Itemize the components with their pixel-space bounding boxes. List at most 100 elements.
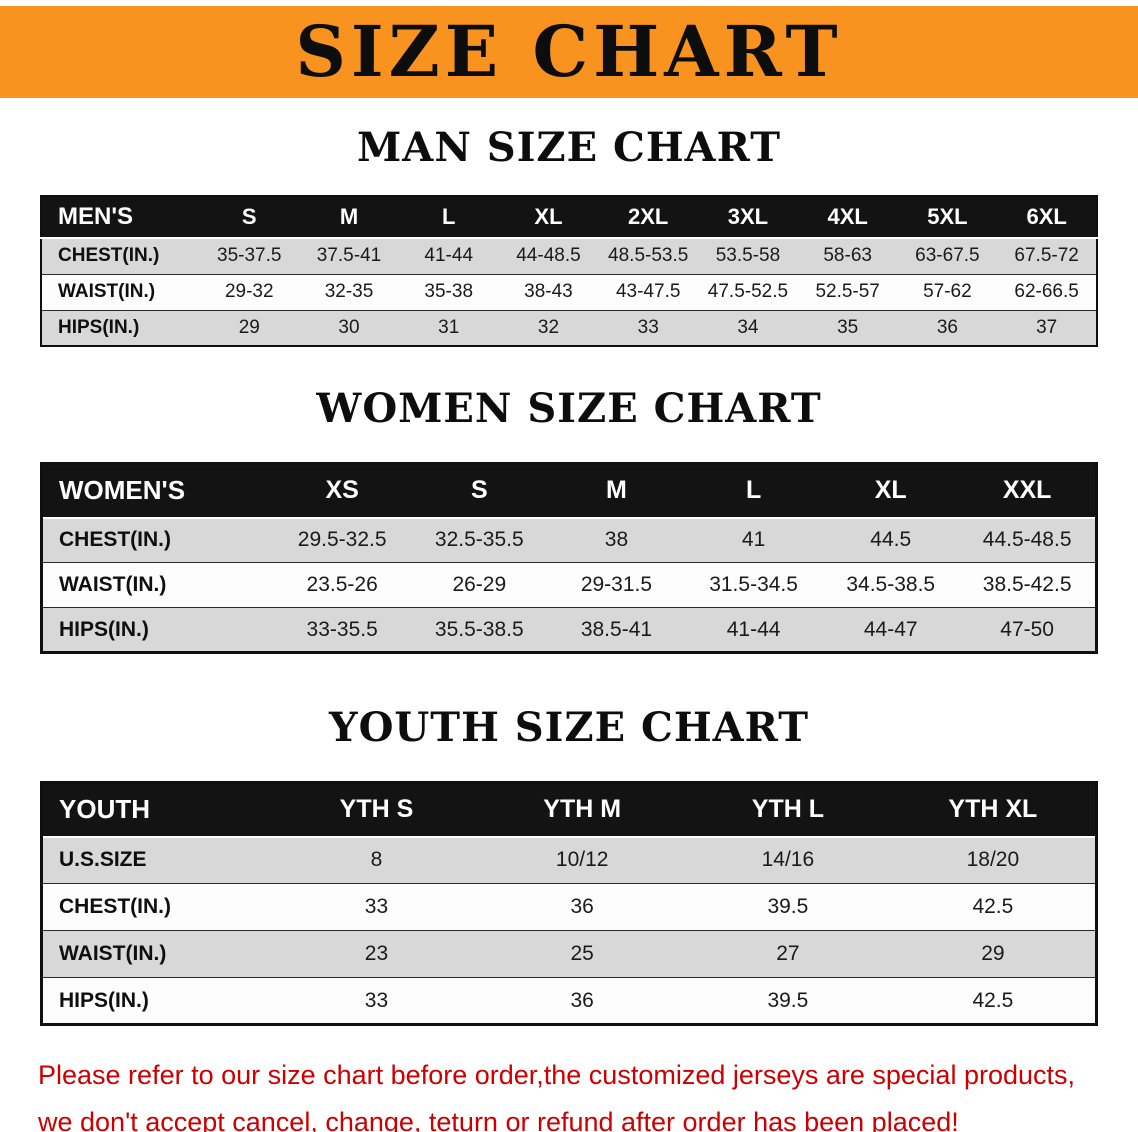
measurement-row-label: U.S.SIZE <box>41 836 274 884</box>
size-column-header: 3XL <box>698 196 798 239</box>
women-size-chart-heading: WOMEN SIZE CHART <box>316 385 822 432</box>
size-column-header: YTH M <box>479 782 686 838</box>
size-value-cell: 67.5-72 <box>997 237 1097 274</box>
youth-size-table: YOUTH YTH S YTH M YTH L YTH XL U.S.SIZE 8 10/12… <box>40 781 1098 1026</box>
size-value-cell: 33-35.5 <box>273 607 411 653</box>
size-value-cell: 29 <box>199 309 300 346</box>
size-value-cell: 10/12 <box>479 836 686 884</box>
measurement-row-label: HIPS(IN.) <box>41 977 274 1025</box>
size-value-cell: 52.5-57 <box>797 273 898 310</box>
man-size-chart-heading: MAN SIZE CHART <box>357 124 781 171</box>
measurement-row-label: WAIST(IN.) <box>41 273 200 310</box>
size-value-cell: 8 <box>273 836 480 884</box>
size-column-header: S <box>410 463 548 519</box>
table-corner-label: YOUTH <box>41 782 274 838</box>
size-column-header: S <box>199 196 300 239</box>
size-value-cell: 33 <box>273 883 480 931</box>
size-column-header: XL <box>498 196 599 239</box>
measurement-row-label: HIPS(IN.) <box>41 607 274 653</box>
men-size-section: MAN SIZE CHART MEN'S S M L XL 2XL 3XL 4XL 5XL 6XL… <box>0 124 1138 347</box>
size-value-cell: 31.5-34.5 <box>685 562 823 608</box>
size-value-cell: 48.5-53.5 <box>598 237 699 274</box>
size-value-cell: 44.5 <box>822 517 960 563</box>
size-column-header: 5XL <box>897 196 998 239</box>
size-value-cell: 35.5-38.5 <box>410 607 548 653</box>
measurement-row-label: CHEST(IN.) <box>41 237 200 274</box>
size-value-cell: 38 <box>547 517 686 563</box>
size-value-cell: 23.5-26 <box>273 562 411 608</box>
youth-size-chart-heading: YOUTH SIZE CHART <box>329 704 809 751</box>
table-corner-label: WOMEN'S <box>41 463 274 519</box>
size-header-row: WOMEN'S XS S M L XL XXL <box>41 463 1097 519</box>
size-value-cell: 47.5-52.5 <box>698 273 798 310</box>
size-value-cell: 33 <box>598 309 699 346</box>
size-value-cell: 14/16 <box>685 836 891 884</box>
size-value-cell: 38.5-41 <box>547 607 686 653</box>
size-value-cell: 42.5 <box>890 977 1097 1025</box>
size-value-cell: 34 <box>698 309 798 346</box>
size-value-cell: 38-43 <box>498 273 599 310</box>
size-value-cell: 38.5-42.5 <box>959 562 1097 608</box>
women-size-table: WOMEN'S XS S M L XL XXL CHEST(IN.) 29.5-32.5 32.5… <box>40 462 1098 654</box>
size-value-cell: 43-47.5 <box>598 273 699 310</box>
size-column-header: YTH XL <box>890 782 1097 838</box>
women-size-section: WOMEN SIZE CHART WOMEN'S XS S M L XL XXL CHEST(… <box>0 385 1138 654</box>
size-value-cell: 36 <box>479 883 686 931</box>
disclaimer-line-2: we don't accept cancel, change, teturn o… <box>38 1107 959 1132</box>
size-chart-banner: SIZE CHART <box>0 6 1138 98</box>
size-value-cell: 36 <box>897 309 998 346</box>
size-value-cell: 57-62 <box>897 273 998 310</box>
size-value-cell: 63-67.5 <box>897 237 998 274</box>
disclaimer: Please refer to our size chart before or… <box>0 1052 1138 1132</box>
size-column-header: XL <box>822 463 960 519</box>
size-value-cell: 29-32 <box>199 273 300 310</box>
size-value-cell: 35 <box>797 309 898 346</box>
size-value-cell: 31 <box>398 309 499 346</box>
size-value-cell: 44-48.5 <box>498 237 599 274</box>
size-column-header: YTH S <box>273 782 480 838</box>
measurement-row: WAIST(IN.) 23.5-26 26-29 29-31.5 31.5-34.5 34… <box>41 562 1097 608</box>
measurement-row-label: HIPS(IN.) <box>41 309 200 346</box>
size-value-cell: 29.5-32.5 <box>273 517 411 563</box>
size-value-cell: 27 <box>685 930 891 978</box>
size-value-cell: 23 <box>273 930 480 978</box>
size-column-header: M <box>547 463 686 519</box>
size-column-header: YTH L <box>685 782 891 838</box>
size-value-cell: 36 <box>479 977 686 1025</box>
measurement-row: HIPS(IN.) 33 36 39.5 42.5 <box>41 977 1097 1025</box>
size-value-cell: 37.5-41 <box>299 237 399 274</box>
size-value-cell: 18/20 <box>890 836 1097 884</box>
measurement-row: HIPS(IN.) 29 30 31 32 33 34 35 36 37 <box>41 309 1097 346</box>
disclaimer-line-1: Please refer to our size chart before or… <box>38 1060 1076 1090</box>
size-header-row: MEN'S S M L XL 2XL 3XL 4XL 5XL 6XL <box>41 196 1097 239</box>
measurement-row-label: WAIST(IN.) <box>41 930 274 978</box>
measurement-row: WAIST(IN.) 29-32 32-35 35-38 38-43 43-47.5 47.… <box>41 273 1097 310</box>
size-value-cell: 53.5-58 <box>698 237 798 274</box>
measurement-row-label: CHEST(IN.) <box>41 883 274 931</box>
measurement-row: CHEST(IN.) 29.5-32.5 32.5-35.5 38 41 44.5 44.5… <box>41 517 1097 563</box>
size-value-cell: 42.5 <box>890 883 1097 931</box>
measurement-row-label: WAIST(IN.) <box>41 562 274 608</box>
youth-size-section: YOUTH SIZE CHART YOUTH YTH S YTH M YTH L YTH… <box>0 704 1138 1026</box>
size-column-header: L <box>685 463 823 519</box>
size-column-header: M <box>299 196 399 239</box>
size-value-cell: 39.5 <box>685 977 891 1025</box>
measurement-row: CHEST(IN.) 33 36 39.5 42.5 <box>41 883 1097 931</box>
size-column-header: L <box>398 196 499 239</box>
size-value-cell: 41-44 <box>398 237 499 274</box>
size-value-cell: 34.5-38.5 <box>822 562 960 608</box>
size-value-cell: 35-38 <box>398 273 499 310</box>
measurement-row: WAIST(IN.) 23 25 27 29 <box>41 930 1097 978</box>
measurement-row: HIPS(IN.) 33-35.5 35.5-38.5 38.5-41 41-44 44-… <box>41 607 1097 653</box>
size-value-cell: 41 <box>685 517 823 563</box>
size-value-cell: 25 <box>479 930 686 978</box>
size-value-cell: 29 <box>890 930 1097 978</box>
men-size-table: MEN'S S M L XL 2XL 3XL 4XL 5XL 6XL CHEST(IN.) 35-37… <box>40 195 1098 347</box>
size-column-header: 4XL <box>797 196 898 239</box>
size-value-cell: 35-37.5 <box>199 237 300 274</box>
size-value-cell: 32-35 <box>299 273 399 310</box>
size-value-cell: 47-50 <box>959 607 1097 653</box>
size-value-cell: 26-29 <box>410 562 548 608</box>
size-value-cell: 29-31.5 <box>547 562 686 608</box>
